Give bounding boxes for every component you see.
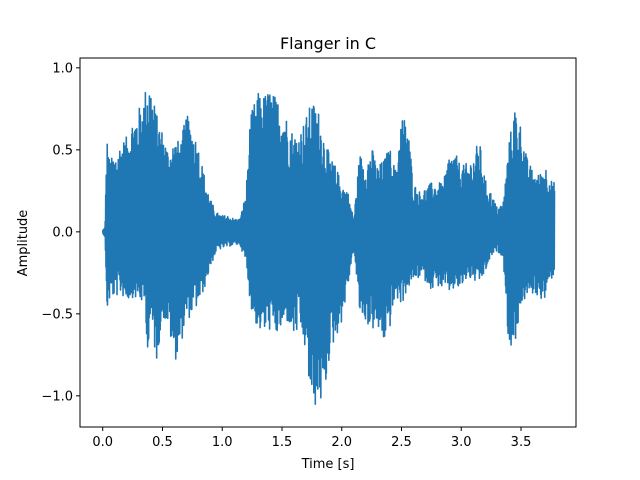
plot-frame bbox=[79, 57, 577, 428]
waveform-layer bbox=[101, 91, 556, 405]
chart-title: Flanger in C bbox=[280, 34, 376, 53]
x-tick-label: 2.0 bbox=[331, 435, 352, 450]
waveform-series-line bbox=[101, 91, 556, 405]
x-tick-label: 0.0 bbox=[92, 435, 113, 450]
x-tick-label: 2.5 bbox=[391, 435, 412, 450]
x-tick-label: 3.0 bbox=[451, 435, 472, 450]
x-tick-label: 1.0 bbox=[212, 435, 233, 450]
y-tick-label: −0.5 bbox=[41, 307, 73, 322]
x-axis-label: Time [s] bbox=[301, 457, 355, 472]
x-tick-label: 1.5 bbox=[272, 435, 293, 450]
x-axis-ticks: 0.0 0.5 1.0 1.5 2.0 2.5 3.0 3.5 bbox=[92, 427, 531, 450]
y-axis-ticks: −1.0 −0.5 0.0 0.5 1.0 bbox=[41, 61, 80, 404]
y-tick-label: 0.0 bbox=[52, 225, 73, 240]
x-tick-label: 0.5 bbox=[152, 435, 173, 450]
y-tick-label: 1.0 bbox=[52, 61, 73, 76]
y-tick-label: −1.0 bbox=[41, 389, 73, 404]
y-tick-label: 0.5 bbox=[52, 143, 73, 158]
x-tick-label: 3.5 bbox=[511, 435, 532, 450]
y-axis-label: Amplitude bbox=[16, 210, 31, 277]
